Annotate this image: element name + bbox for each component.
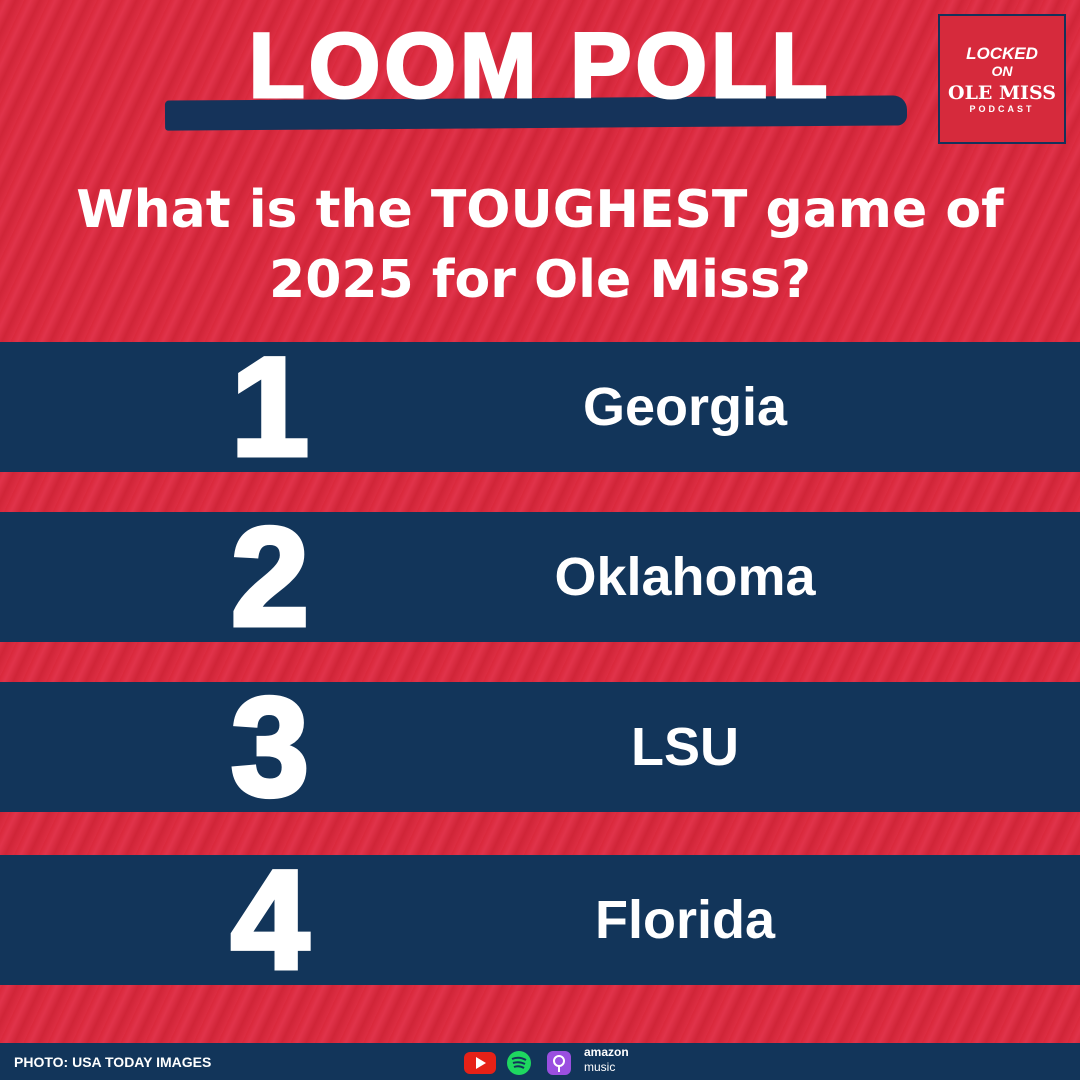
team: Florida	[594, 890, 775, 950]
youtube-play	[476, 1057, 486, 1069]
platform-icons	[464, 1051, 571, 1075]
poll-row: 1 Georgia	[0, 328, 1080, 485]
podcasts-glyph	[558, 1065, 560, 1072]
podcasts-icon	[547, 1051, 571, 1075]
amazon-text: amazon	[584, 1045, 629, 1059]
photo-credit: PHOTO: USA TODAY IMAGES	[14, 1054, 212, 1070]
question: 2025 for Ole Miss?	[269, 250, 811, 310]
rank: 2	[229, 498, 312, 655]
amazon-music: amazon music	[584, 1045, 629, 1075]
rank: 1	[229, 328, 312, 485]
spotify-waves	[511, 1056, 527, 1069]
poll-row: 3 LSU	[0, 668, 1080, 825]
question: What is the TOUGHEST game of	[76, 180, 1004, 240]
team: Oklahoma	[554, 547, 816, 607]
footer: PHOTO: USA TODAY IMAGES amazon music	[0, 1043, 1080, 1080]
team: Georgia	[582, 377, 788, 437]
rank: 4	[229, 841, 312, 998]
poll-row: 4 Florida	[0, 841, 1080, 998]
poll-row: 2 Oklahoma	[0, 498, 1080, 655]
logo-text: PODCAST	[969, 104, 1035, 114]
music-text: music	[584, 1060, 616, 1074]
logo-text: OLE MISS	[948, 82, 1056, 104]
podcast-logo: LOCKED ON OLE MISS PODCAST	[938, 14, 1066, 144]
team: LSU	[631, 717, 739, 777]
rank: 3	[229, 668, 312, 825]
title: LOOM POLL	[247, 14, 832, 119]
logo-text: ON	[991, 63, 1013, 79]
logo-text: LOCKED	[966, 44, 1038, 63]
